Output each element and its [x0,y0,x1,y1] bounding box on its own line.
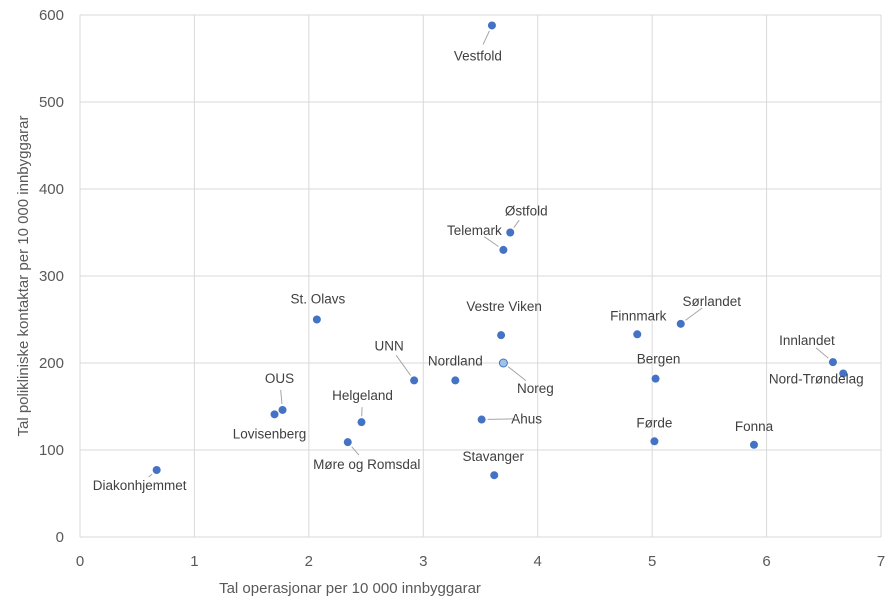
label-vestfold: Vestfold [454,48,502,63]
label-diakonhjemmet: Diakonhjemmet [93,478,187,493]
point-stavanger [490,471,499,480]
leader-line-innlandet [815,347,829,359]
tick-labels: 0 100 200 300 400 500 600 0 1 2 3 4 5 6 7 [39,7,885,570]
y-tick-label: 500 [39,94,64,111]
x-tick-label: 0 [76,553,84,570]
point-ous [278,405,287,414]
x-axis-title: Tal operasjonar per 10 000 innbyggarar [219,580,481,597]
label-bergen: Bergen [637,352,681,367]
point-innlandet [828,358,837,367]
leader-line-noreg [507,366,527,382]
x-tick-label: 7 [877,553,885,570]
y-axis-title: Tal polikliniske kontaktar per 10 000 in… [15,115,32,436]
point-nordland [451,376,460,385]
label-nord-trondelag: Nord-Trøndelag [769,371,864,386]
label-noreg: Noreg [517,381,554,396]
label-sorlandet: Sørlandet [682,294,741,309]
label-ahus: Ahus [511,412,542,427]
label-nordland: Nordland [428,353,483,368]
point-helgeland [357,418,366,427]
data-points [152,21,848,480]
label-telemark: Telemark [447,223,502,238]
leader-lines [148,30,829,478]
x-tick-label: 5 [648,553,656,570]
point-nord-trondelag [839,369,848,378]
label-forde: Førde [636,415,672,430]
label-unn: UNN [375,338,404,353]
y-tick-label: 300 [39,268,64,285]
label-helgeland: Helgeland [332,388,393,403]
point-telemark [499,245,508,254]
x-tick-label: 2 [305,553,313,570]
leader-line-ahus [487,418,515,420]
point-more-og-romsdal [343,438,352,447]
point-bergen [651,374,660,383]
point-noreg [498,358,508,368]
x-tick-label: 4 [534,553,542,570]
y-tick-label: 600 [39,7,64,24]
leader-line-ous [280,389,283,405]
leader-line-telemark [483,236,499,247]
label-vestre-viken: Vestre Viken [466,299,542,314]
point-ahus [477,415,486,424]
leader-line-vestfold [482,30,490,45]
label-finnmark: Finnmark [610,308,667,323]
label-lovisenberg: Lovisenberg [233,426,307,441]
label-ostfold: Østfold [505,204,548,219]
label-st-olavs: St. Olavs [290,292,345,307]
y-tick-label: 400 [39,181,64,198]
point-diakonhjemmet [152,466,161,475]
x-tick-label: 6 [762,553,770,570]
leader-line-sorlandet [685,307,703,321]
y-tick-label: 200 [39,355,64,372]
point-lovisenberg [270,410,279,419]
label-more-og-romsdal: Møre og Romsdal [313,457,420,472]
label-fonna: Fonna [735,419,774,434]
x-tick-label: 1 [190,553,198,570]
grid-layer [79,14,882,538]
leader-line-ostfold [513,219,520,228]
label-ous: OUS [265,371,294,386]
leader-line-diakonhjemmet [148,473,153,478]
point-forde [650,437,659,446]
point-vestfold [487,21,496,30]
point-vestre-viken [497,331,506,340]
label-innlandet: Innlandet [779,333,835,348]
point-ostfold [506,228,515,237]
point-st-olavs [312,315,321,324]
point-finnmark [633,330,642,339]
y-tick-label: 0 [56,529,64,546]
point-sorlandet [676,319,685,328]
x-tick-label: 3 [419,553,427,570]
point-unn [410,376,419,385]
label-stavanger: Stavanger [462,449,524,464]
point-fonna [749,440,758,449]
leader-line-more-og-romsdal [351,446,360,456]
leader-line-unn [395,354,412,376]
y-tick-label: 100 [39,442,64,459]
